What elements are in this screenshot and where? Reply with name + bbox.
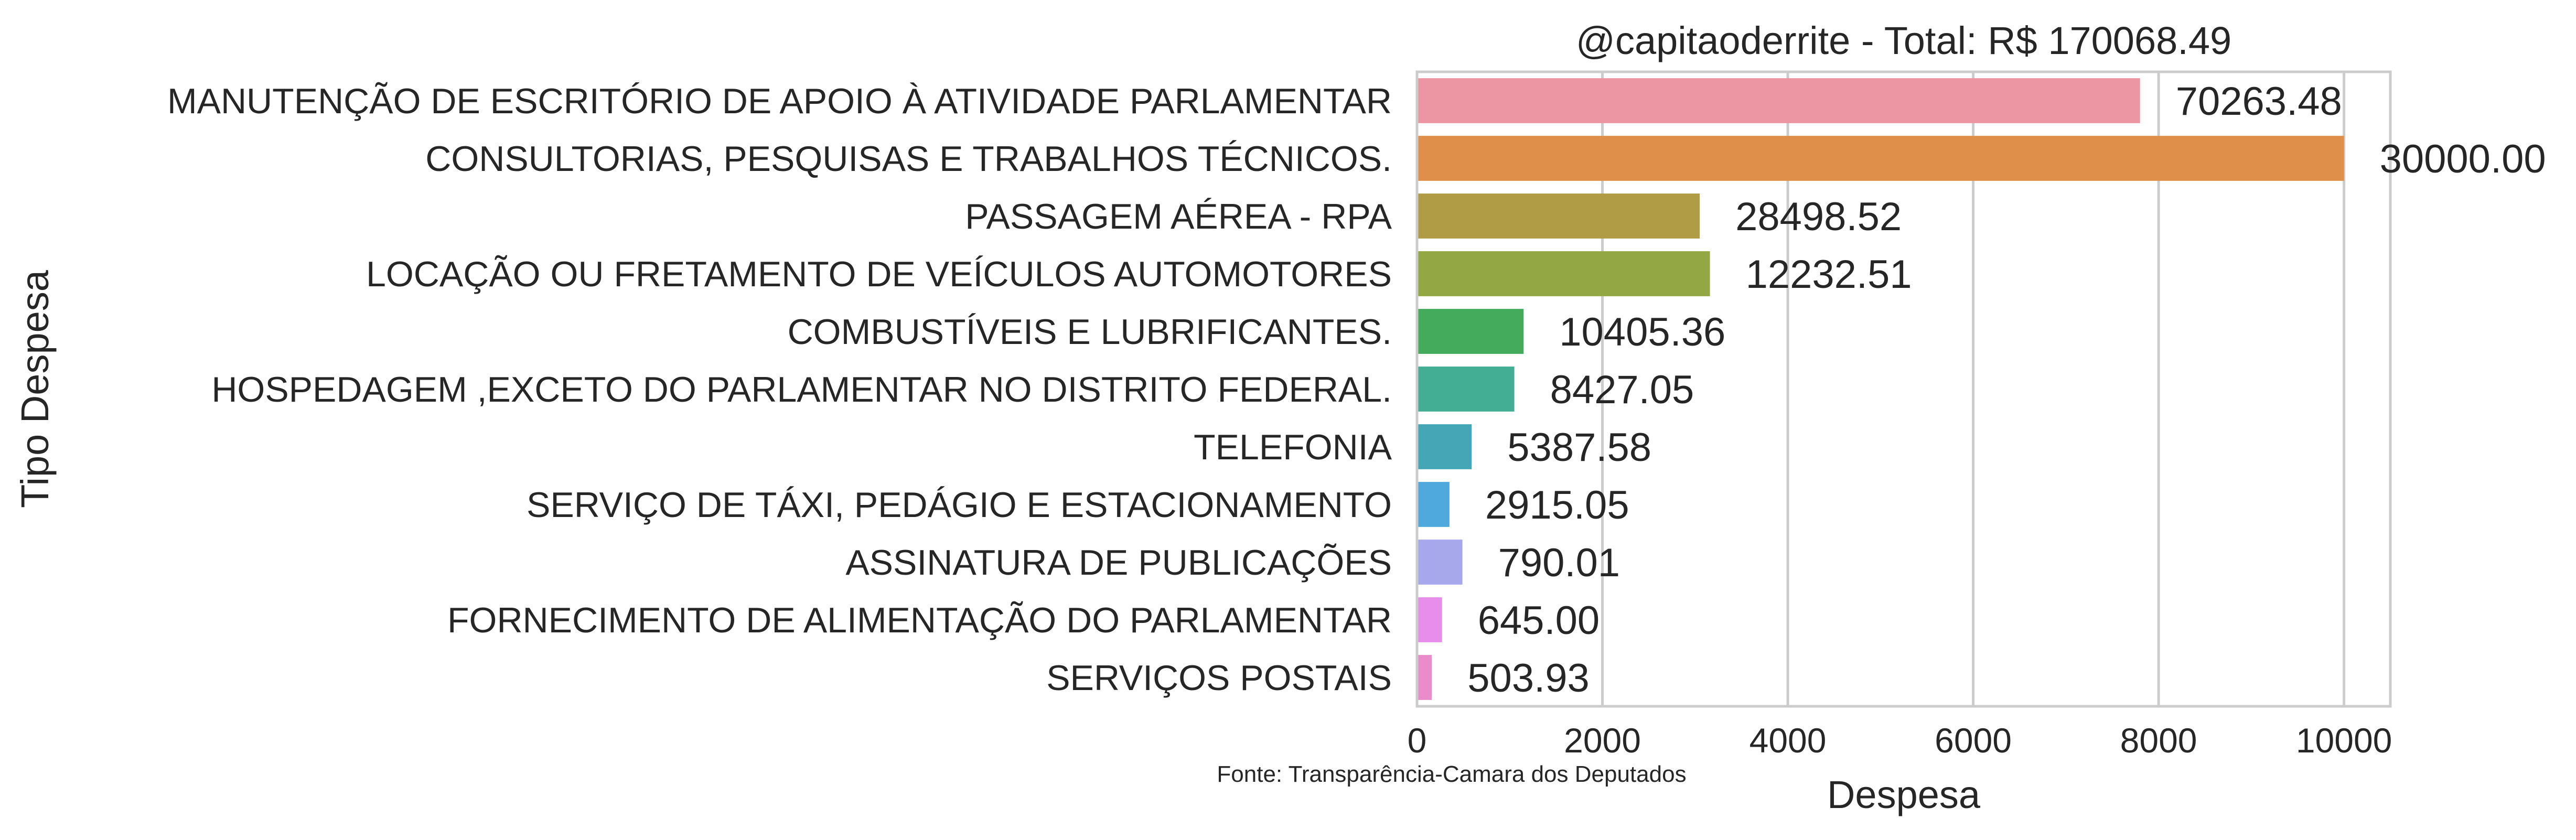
y-axis-label: Tipo Despesa — [13, 270, 57, 508]
bar — [1417, 193, 1700, 239]
value-label: 503.93 — [1467, 656, 1589, 701]
bar — [1417, 482, 1450, 527]
category-label: TELEFONIA — [1194, 427, 1392, 467]
value-label: 790.01 — [1498, 541, 1620, 585]
x-tick-label: 4000 — [1749, 721, 1827, 760]
value-label: 5387.58 — [1507, 425, 1651, 470]
bar — [1417, 367, 1515, 412]
bar — [1417, 309, 1524, 354]
category-label: ASSINATURA DE PUBLICAÇÕES — [845, 543, 1392, 583]
labels: 0 2000 4000 6000 8000 10000 MANUTENÇÃO DE ESCR… — [167, 79, 2546, 760]
bars — [1417, 78, 2344, 700]
source-note: Fonte: Transparência-Camara dos Deputado… — [1217, 761, 1686, 787]
value-label: 2915.05 — [1485, 483, 1629, 527]
plot-frame — [1415, 70, 2392, 708]
x-tick-label: 8000 — [2120, 721, 2197, 760]
bar — [1417, 540, 1463, 585]
chart-title: @capitaoderrite - Total: R$ 170068.49 — [1576, 19, 2231, 62]
x-axis-label: Despesa — [1827, 773, 1981, 816]
category-label: COMBUSTÍVEIS E LUBRIFICANTES. — [788, 312, 1392, 352]
value-label: 30000.00 — [2380, 137, 2546, 181]
bar — [1417, 136, 2344, 181]
value-label: 645.00 — [1478, 598, 1600, 643]
category-label: MANUTENÇÃO DE ESCRITÓRIO DE APOIO À ATIV… — [167, 81, 1392, 121]
bar — [1417, 251, 1710, 296]
category-label: CONSULTORIAS, PESQUISAS E TRABALHOS TÉCN… — [425, 139, 1392, 179]
value-label: 70263.48 — [2176, 79, 2342, 124]
bar — [1417, 597, 1442, 642]
category-label: HOSPEDAGEM ,EXCETO DO PARLAMENTAR NO DIS… — [211, 370, 1392, 410]
value-label: 8427.05 — [1550, 368, 1694, 412]
x-tick-label: 10000 — [2296, 721, 2392, 760]
category-label: LOCAÇÃO OU FRETAMENTO DE VEÍCULOS AUTOMO… — [366, 254, 1392, 294]
value-label: 12232.51 — [1746, 252, 1912, 297]
value-label: 10405.36 — [1559, 310, 1725, 354]
category-label: FORNECIMENTO DE ALIMENTAÇÃO DO PARLAMENT… — [447, 600, 1392, 640]
bar — [1417, 78, 2140, 123]
x-tick-label: 6000 — [1935, 721, 2012, 760]
value-label: 28498.52 — [1735, 195, 1902, 239]
x-tick-label: 0 — [1408, 721, 1427, 760]
bar — [1417, 424, 1472, 469]
category-label: SERVIÇOS POSTAIS — [1046, 658, 1392, 698]
category-label: PASSAGEM AÉREA - RPA — [965, 197, 1392, 236]
category-label: SERVIÇO DE TÁXI, PEDÁGIO E ESTACIONAMENT… — [527, 485, 1392, 525]
x-tick-label: 2000 — [1564, 721, 1641, 760]
bar — [1417, 655, 1432, 700]
